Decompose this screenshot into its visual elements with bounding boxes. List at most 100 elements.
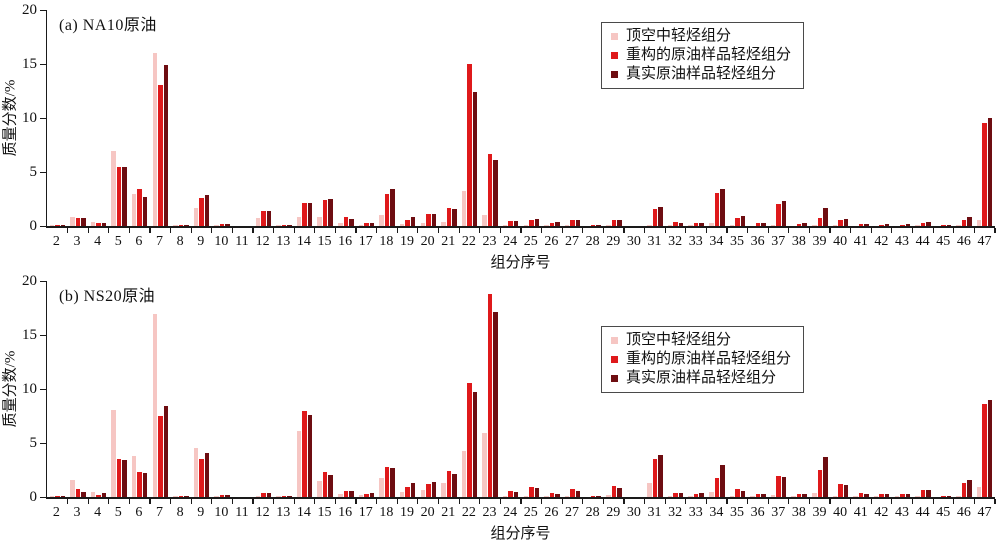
bar xyxy=(894,496,900,497)
y-tick-label: 20 xyxy=(22,2,37,18)
bar-group xyxy=(212,10,233,233)
x-tick-label: 17 xyxy=(358,505,373,520)
bar xyxy=(915,496,920,497)
bar xyxy=(369,493,375,497)
x-tick-label: 24 xyxy=(503,234,518,249)
y-tick xyxy=(40,171,47,173)
bar xyxy=(858,224,864,226)
y-tick xyxy=(40,9,47,11)
x-tick-label: 43 xyxy=(894,505,909,520)
bar-group xyxy=(789,281,810,504)
bar xyxy=(90,492,96,497)
bar-group xyxy=(47,281,68,504)
bar-group xyxy=(459,10,480,233)
y-tick-label: 0 xyxy=(29,489,38,505)
bar-group xyxy=(933,281,954,504)
x-tick-label: 34 xyxy=(709,505,724,520)
x-tick-label: 4 xyxy=(94,234,102,249)
bar xyxy=(853,496,858,497)
x-tick-label: 21 xyxy=(441,234,456,249)
bar xyxy=(755,494,761,497)
bar-group xyxy=(356,10,377,233)
x-tick-label: 8 xyxy=(176,234,184,249)
bar xyxy=(384,194,390,226)
bar-group xyxy=(191,10,212,233)
bar xyxy=(502,225,508,226)
bar xyxy=(193,208,199,226)
bar-group xyxy=(68,10,89,233)
y-tick-label: 5 xyxy=(29,164,38,180)
bar xyxy=(735,489,740,497)
bar xyxy=(219,224,225,226)
bar xyxy=(729,225,735,226)
bar xyxy=(420,490,426,497)
bar-group xyxy=(397,281,419,504)
x-tick-label: 12 xyxy=(255,234,270,249)
bar xyxy=(946,496,952,497)
x-tick-label: 15 xyxy=(317,234,332,249)
bar xyxy=(426,214,431,226)
x-tick-label: 10 xyxy=(214,505,229,520)
y-tick-label: 20 xyxy=(22,273,37,289)
y-tick-label: 15 xyxy=(22,327,37,343)
bar xyxy=(796,494,802,497)
bar xyxy=(776,476,781,497)
x-tick-label: 15 xyxy=(317,505,332,520)
bar xyxy=(49,496,55,497)
bar xyxy=(122,460,127,497)
bar-group xyxy=(356,281,377,504)
bar xyxy=(956,496,961,497)
x-tick-label: 44 xyxy=(915,505,930,520)
bar xyxy=(452,474,457,497)
bar-group xyxy=(851,10,872,233)
bar xyxy=(740,216,746,226)
bar xyxy=(544,225,549,226)
bar xyxy=(328,199,333,226)
x-tick-label: 32 xyxy=(668,505,683,520)
bar xyxy=(693,223,699,226)
bar xyxy=(158,85,163,226)
y-tick-label: 10 xyxy=(22,381,37,397)
bar xyxy=(720,189,725,226)
x-tick-label: 16 xyxy=(338,234,353,249)
x-tick-label: 7 xyxy=(155,234,163,249)
bar-group xyxy=(315,281,336,504)
x-tick-label: 45 xyxy=(936,505,951,520)
bar xyxy=(611,220,616,226)
bar-group xyxy=(748,281,769,504)
x-tick-label: 20 xyxy=(420,234,435,249)
bar xyxy=(967,480,972,497)
bar xyxy=(843,219,849,226)
bar-group xyxy=(274,10,295,233)
bar-group xyxy=(624,10,645,233)
bar xyxy=(307,415,313,497)
bar xyxy=(60,496,66,497)
bar xyxy=(302,203,307,226)
bar xyxy=(555,222,560,226)
y-tick xyxy=(40,496,47,498)
x-tick-label: 31 xyxy=(647,234,662,249)
bar-group xyxy=(109,281,130,504)
bar xyxy=(75,218,81,226)
bar xyxy=(508,491,513,497)
x-tick-label: 10 xyxy=(214,234,229,249)
bar xyxy=(570,220,575,226)
x-tick-label: 2 xyxy=(52,234,60,249)
bar xyxy=(564,496,570,497)
bar-group xyxy=(232,281,254,504)
bar-group xyxy=(748,10,769,233)
bar xyxy=(199,198,204,226)
bar-group xyxy=(624,281,645,504)
bar xyxy=(81,492,86,497)
bar xyxy=(796,224,802,226)
bar xyxy=(658,207,663,226)
bar xyxy=(487,154,493,226)
panel-title-a: (a) NA10原油 xyxy=(59,17,157,34)
bar xyxy=(879,494,884,497)
y-tick-label: 10 xyxy=(22,110,37,126)
bar xyxy=(338,223,343,226)
legend-item: 重构的原油样品轻烃组分 xyxy=(611,46,791,64)
bar xyxy=(266,211,272,226)
bar xyxy=(390,189,395,226)
bar xyxy=(832,496,838,497)
